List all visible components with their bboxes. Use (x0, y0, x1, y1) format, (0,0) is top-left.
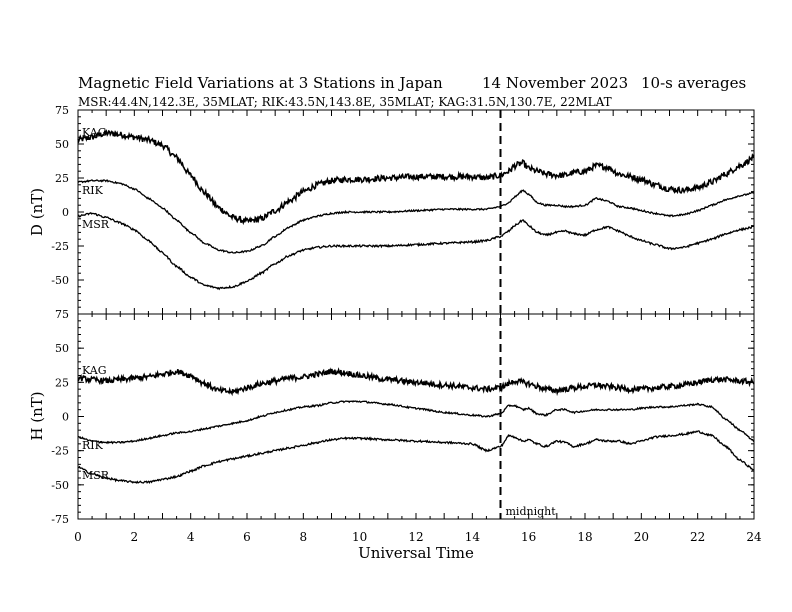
station-label-rik: RIK (82, 184, 104, 197)
station-label-msr: MSR (82, 469, 110, 482)
x-tick-label: 14 (465, 530, 481, 544)
y-tick-label: 0 (62, 411, 69, 424)
trace-kag (77, 128, 755, 226)
y-tick-label: 50 (55, 138, 69, 151)
x-tick-label: 10 (352, 530, 367, 544)
panel-h-frame (77, 313, 755, 520)
trace-rik (77, 400, 755, 445)
trace-kag (77, 367, 755, 397)
x-tick-label: 16 (521, 530, 536, 544)
trace-msr (78, 211, 755, 291)
station-labels: KAG RIK MSR KAG RIK MSR (82, 126, 110, 482)
x-tick-label: 4 (187, 530, 195, 544)
x-tick-label: 20 (634, 530, 649, 544)
x-tick-label: 2 (131, 530, 139, 544)
station-label-rik: RIK (82, 439, 104, 452)
y-tick-label: 75 (55, 308, 69, 321)
y-tick-label: 25 (55, 172, 69, 185)
y-tick-label: 0 (62, 206, 69, 219)
x-tick-label: 8 (300, 530, 308, 544)
x-tick-label: 18 (577, 530, 592, 544)
station-label-kag: KAG (82, 364, 107, 377)
station-label-kag: KAG (82, 126, 107, 139)
chart-date: 14 November 2023 (482, 74, 628, 92)
x-axis-label: Universal Time (358, 544, 474, 562)
y-tick-label: 50 (55, 342, 69, 355)
y-tick-label: -75 (51, 513, 69, 526)
panel-d-frame (77, 109, 755, 315)
chart-title: Magnetic Field Variations at 3 Stations … (78, 74, 443, 92)
y-axis-label-d: D (nT) (28, 188, 46, 236)
y-tick-label: -50 (51, 479, 69, 492)
data-traces (77, 128, 755, 484)
x-tick-label: 22 (690, 530, 705, 544)
trace-msr (77, 430, 755, 484)
y-tick-label: 25 (55, 376, 69, 389)
y-tick-label: -50 (51, 274, 69, 287)
station-label-msr: MSR (82, 218, 110, 231)
midnight-label: midnight (506, 505, 557, 518)
trace-rik (77, 179, 755, 254)
y-tick-label: -25 (51, 445, 69, 458)
y-tick-label: 75 (55, 104, 69, 117)
y-tick-label: -25 (51, 240, 69, 253)
chart-averaging: 10-s averages (641, 74, 746, 92)
y-axis-label-h: H (nT) (28, 391, 46, 440)
x-tick-label: 6 (243, 530, 251, 544)
x-tick-labels: 0 2 4 6 8 10 12 14 16 18 20 22 24 (74, 530, 762, 544)
x-tick-label: 0 (74, 530, 82, 544)
y-tick-labels: 75 50 25 0 -25 -50 75 50 25 0 -25 -50 -75 (51, 104, 69, 526)
chart-subtitle: MSR:44.4N,142.3E, 35MLAT; RIK:43.5N,143.… (78, 95, 612, 109)
x-tick-label: 24 (746, 530, 762, 544)
x-tick-label: 12 (408, 530, 423, 544)
